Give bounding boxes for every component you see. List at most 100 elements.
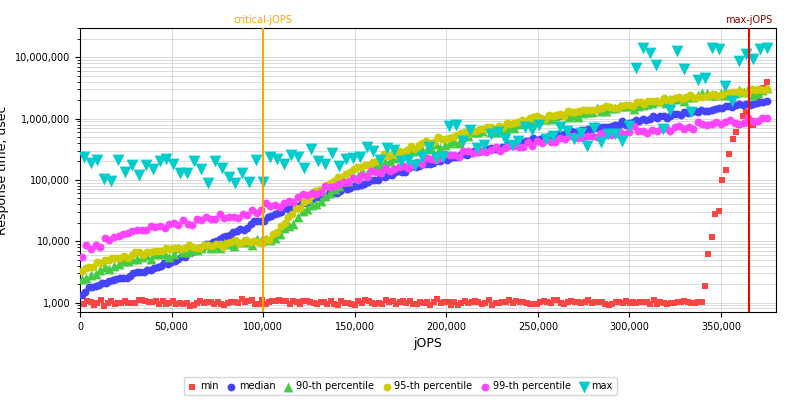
max (685, 109, 698, 115)
max (602, 131, 614, 137)
max (415, 154, 428, 160)
95-th percentile (546, 113, 559, 120)
90-th percentile (112, 260, 125, 267)
99-th percentile (654, 126, 667, 133)
99-th percentile (425, 156, 438, 162)
99-th percentile (319, 182, 332, 189)
median (151, 264, 164, 270)
min (87, 301, 100, 308)
90-th percentile (746, 92, 759, 98)
min (688, 300, 701, 306)
95-th percentile (619, 102, 632, 108)
median (292, 202, 305, 209)
95-th percentile (691, 94, 704, 100)
90-th percentile (75, 276, 88, 282)
median (502, 141, 515, 148)
95-th percentile (757, 86, 770, 93)
median (430, 158, 442, 164)
min (153, 300, 166, 307)
median (106, 277, 119, 283)
95-th percentile (443, 134, 456, 141)
median (114, 274, 126, 281)
median (682, 110, 694, 116)
99-th percentile (186, 222, 198, 228)
Text: critical-jOPS: critical-jOPS (234, 15, 293, 25)
95-th percentile (106, 254, 119, 261)
99-th percentile (420, 155, 433, 162)
90-th percentile (522, 120, 534, 126)
min (310, 301, 323, 307)
min (211, 299, 224, 305)
max (457, 138, 470, 144)
99-th percentile (526, 142, 538, 149)
90-th percentile (448, 137, 461, 144)
90-th percentile (691, 92, 704, 98)
min (431, 296, 444, 302)
95-th percentile (688, 95, 701, 102)
max (298, 165, 311, 171)
95-th percentile (761, 86, 774, 92)
95-th percentile (320, 181, 333, 188)
95-th percentile (489, 126, 502, 132)
min (262, 299, 275, 306)
99-th percentile (338, 178, 350, 185)
max (450, 122, 462, 128)
90-th percentile (416, 146, 429, 153)
max (257, 179, 270, 186)
min (403, 298, 416, 304)
median (437, 156, 450, 162)
min (366, 300, 378, 306)
median (158, 260, 171, 266)
95-th percentile (114, 254, 126, 261)
min (620, 298, 633, 304)
95-th percentile (481, 124, 494, 131)
median (392, 168, 405, 174)
min (616, 300, 629, 306)
Y-axis label: Response time, usec: Response time, usec (0, 105, 10, 235)
90-th percentile (669, 96, 682, 102)
min (249, 301, 262, 308)
median (706, 107, 718, 113)
90-th percentile (714, 90, 727, 96)
95-th percentile (255, 240, 268, 246)
min (434, 299, 447, 306)
95-th percentile (699, 93, 712, 99)
max (126, 162, 138, 169)
90-th percentile (489, 129, 502, 136)
90-th percentile (162, 253, 175, 260)
median (154, 262, 167, 269)
median (640, 117, 653, 123)
90-th percentile (494, 126, 506, 132)
min (520, 300, 533, 306)
95-th percentile (420, 138, 433, 144)
median (378, 174, 391, 180)
99-th percentile (498, 144, 511, 151)
median (454, 151, 467, 158)
median (568, 129, 581, 135)
max (360, 144, 373, 150)
90-th percentile (80, 275, 93, 282)
95-th percentile (592, 105, 605, 112)
95-th percentile (298, 199, 310, 206)
90-th percentile (282, 222, 295, 229)
min (314, 299, 327, 306)
99-th percentile (687, 126, 700, 132)
95-th percentile (726, 88, 739, 95)
min (132, 296, 145, 303)
95-th percentile (408, 146, 421, 152)
median (358, 181, 370, 187)
max (512, 138, 525, 144)
median (667, 110, 680, 117)
99-th percentile (278, 200, 290, 206)
90-th percentile (338, 178, 350, 184)
95-th percentile (362, 161, 375, 168)
median (86, 283, 98, 290)
max (167, 161, 180, 168)
max (318, 160, 331, 167)
99-th percentile (503, 143, 516, 150)
min (414, 299, 426, 305)
max (409, 162, 422, 168)
median (168, 258, 181, 264)
95-th percentile (137, 252, 150, 258)
99-th percentile (714, 120, 727, 127)
